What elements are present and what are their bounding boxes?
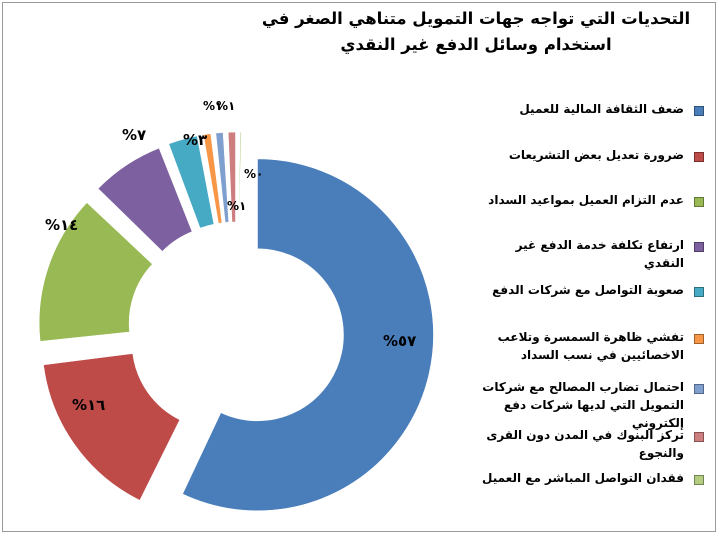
data-label-3: %١٤ [45,216,78,234]
data-label-5: %٣ [183,131,207,149]
slice-8 [227,131,236,223]
data-label-7: %١ [216,99,235,113]
legend-swatch [694,432,704,442]
legend-swatch [694,152,704,162]
slice-2 [43,353,181,501]
legend-item-6: تفشي ظاهرة السمسرة وتلاعب الاخصائيين في … [478,328,706,364]
slices-group [38,131,434,512]
legend-label: عدم التزام العميل بمواعيد السداد [488,193,684,207]
legend-item-7: احتمال تضارب المصالح مع شركات التمويل ال… [478,378,706,432]
slice-6 [203,133,223,224]
legend-item-2: ضرورة تعديل بعض التشريعات [478,146,706,164]
legend-label: احتمال تضارب المصالح مع شركات التمويل ال… [482,380,684,430]
data-label-6: %١ [203,99,222,113]
legend-swatch [694,242,704,252]
legend-swatch [694,197,704,207]
legend-label: ضعف الثقافة المالية للعميل [519,102,684,116]
legend-swatch [694,287,704,297]
legend-item-9: فقدان التواصل المباشر مع العميل [478,469,706,487]
legend-swatch [694,384,704,394]
legend-swatch [694,334,704,344]
data-label-2: %١٦ [72,396,105,414]
legend-swatch [694,475,704,485]
legend-label: تفشي ظاهرة السمسرة وتلاعب الاخصائيين في … [497,330,684,362]
legend-item-3: عدم التزام العميل بمواعيد السداد [478,191,706,209]
legend-label: ارتفاع تكلفة خدمة الدفع غير النقدي [515,238,684,270]
legend-swatch [694,106,704,116]
legend-item-5: صعوبة التواصل مع شركات الدفع [478,281,706,299]
chart-title: التحديات التي تواجه جهات التمويل متناهي … [261,9,691,54]
legend-label: صعوبة التواصل مع شركات الدفع [492,283,684,297]
data-label-9: %٠ [244,167,263,181]
data-label-8: %١ [227,199,246,213]
legend-label: ضرورة تعديل بعض التشريعات [508,148,684,162]
slice-3 [38,202,153,342]
legend-label: فقدان التواصل المباشر مع العميل [482,471,684,485]
legend-item-1: ضعف الثقافة المالية للعميل [478,100,706,118]
legend-item-8: تركز البنوك في المدن دون القرى والنجوع [478,426,706,462]
data-labels-group: %٥٧%١٦%١٤%٧ %٣%١%١%١%٠ [45,99,416,414]
data-label-4: %٧ [122,126,146,144]
data-label-1: %٥٧ [383,332,416,350]
slice-9 [238,131,242,223]
slice-5 [168,135,215,229]
slice-4 [97,147,193,252]
legend-label: تركز البنوك في المدن دون القرى والنجوع [486,428,684,460]
legend-item-4: ارتفاع تكلفة خدمة الدفع غير النقدي [478,236,706,272]
slice-7 [215,132,230,223]
slice-1 [182,158,434,512]
legend: ضعف الثقافة المالية للعميل ضرورة تعديل بع… [478,100,706,510]
